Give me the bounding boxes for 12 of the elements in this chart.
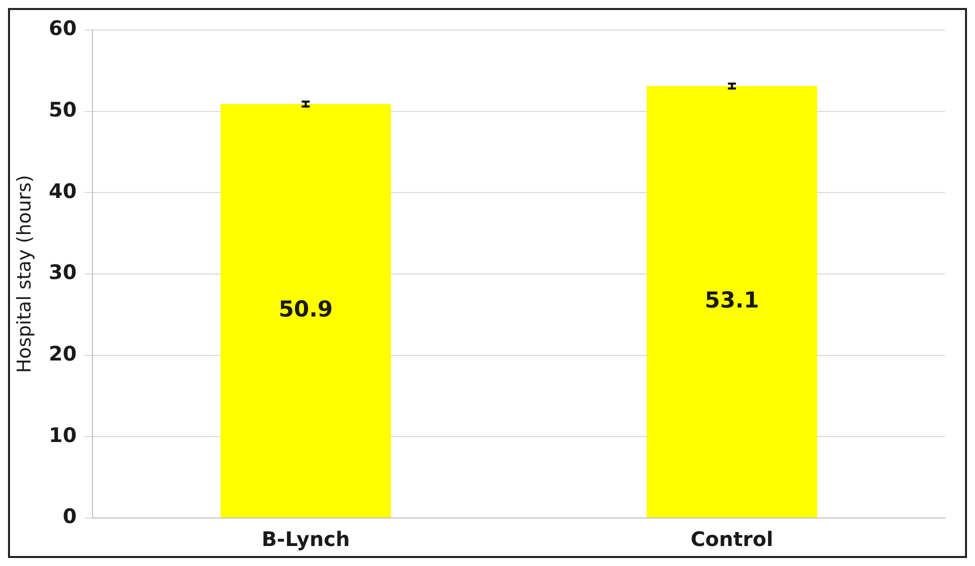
y-tick-label: 60 — [48, 16, 77, 40]
y-tick-label: 40 — [48, 178, 77, 203]
y-axis-title: Hospital stay (hours) — [13, 174, 36, 374]
data-label: 50.9 — [278, 297, 333, 322]
x-tick-label: Control — [690, 527, 774, 552]
y-tick-label: 30 — [48, 260, 77, 284]
y-tick-label: 10 — [48, 422, 77, 447]
y-tick-label: 20 — [48, 342, 77, 366]
x-tick-label: B-Lynch — [262, 527, 350, 552]
y-tick-label: 0 — [62, 504, 77, 528]
y-tick-label: 50 — [48, 98, 77, 122]
data-label: 53.1 — [704, 288, 760, 314]
